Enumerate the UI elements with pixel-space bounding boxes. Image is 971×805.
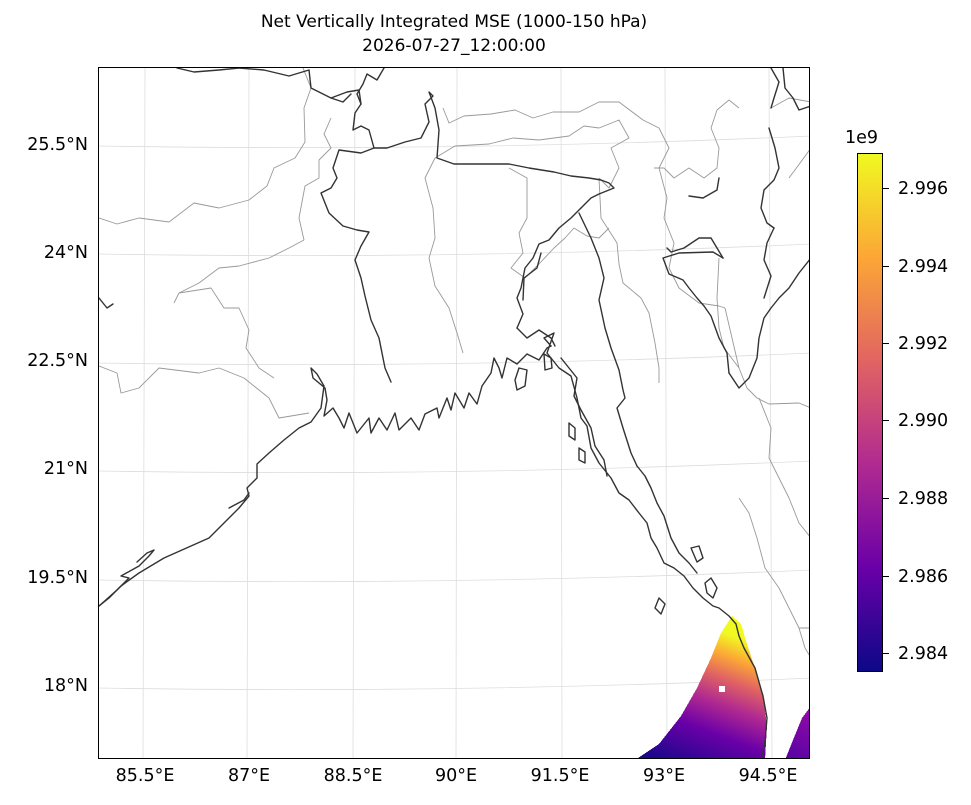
y-tick-label: 25.5°N [27, 135, 88, 155]
y-tick-label: 22.5°N [27, 351, 88, 371]
map-canvas [99, 68, 809, 758]
colorbar-tick [883, 266, 889, 268]
colorbar-tick [883, 188, 889, 190]
colorbar-tick [883, 343, 889, 345]
colorbar-label: 2.984 [898, 644, 949, 664]
graticule [99, 68, 809, 758]
colorbar-label: 2.990 [898, 411, 949, 431]
x-tick-label: 91.5°E [530, 766, 590, 786]
colorbar-label: 2.988 [898, 489, 949, 509]
y-tick-label: 24°N [43, 243, 88, 263]
x-tick-label: 87°E [227, 766, 271, 786]
colorbar [857, 153, 883, 672]
y-tick-label: 21°N [43, 459, 88, 479]
map-title: Net Vertically Integrated MSE (1000-150 … [260, 12, 648, 32]
x-tick-label: 90°E [434, 766, 478, 786]
map-panel [98, 67, 810, 759]
colorbar-tick [883, 498, 889, 500]
x-tick-label: 94.5°E [738, 766, 798, 786]
x-tick-label: 85.5°E [115, 766, 175, 786]
colorbar-tick [883, 576, 889, 578]
map-timestamp: 2026-07-27_12:00:00 [362, 36, 546, 56]
x-tick-label: 88.5°E [323, 766, 383, 786]
colorbar-label: 2.994 [898, 257, 949, 277]
colorbar-label: 2.992 [898, 334, 949, 354]
coastlines [99, 68, 809, 758]
y-tick-label: 18°N [43, 676, 88, 696]
colorbar-label: 2.986 [898, 567, 949, 587]
state-borders [99, 68, 809, 656]
x-tick-label: 93°E [642, 766, 686, 786]
colorbar-tick [883, 653, 889, 655]
colorbar-tick [883, 420, 889, 422]
y-tick-label: 19.5°N [27, 568, 88, 588]
mse-field [638, 616, 809, 758]
colorbar-exponent: 1e9 [845, 128, 879, 148]
colorbar-label: 2.996 [898, 179, 949, 199]
